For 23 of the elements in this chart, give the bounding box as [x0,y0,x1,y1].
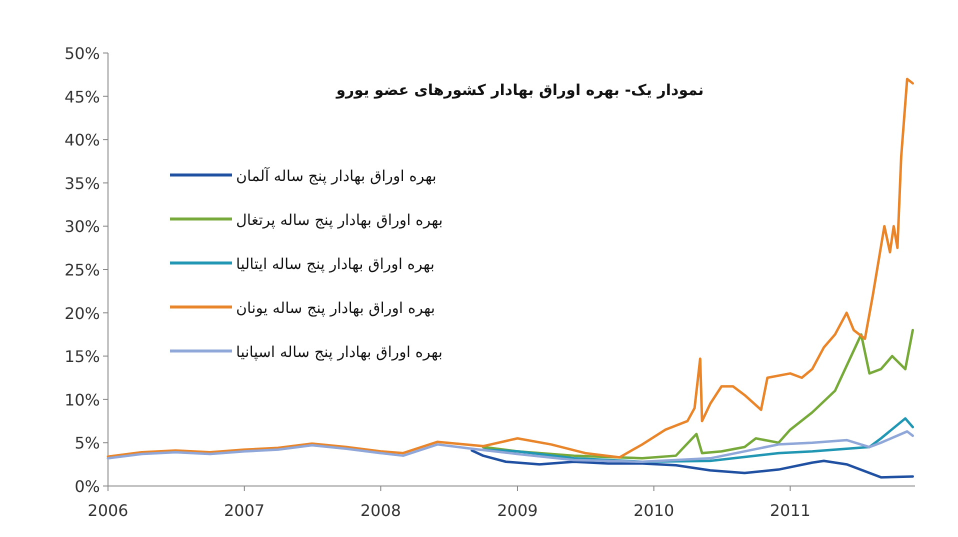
y-tick-label: 35% [64,174,100,193]
legend-label: بهره اوراق بهادار پنج ساله ایتالیا [236,255,435,273]
y-tick-label: 15% [64,347,100,366]
y-tick-label: 30% [64,217,100,236]
y-tick-label: 45% [64,87,100,106]
y-tick-label: 10% [64,390,100,410]
y-tick-label: 40% [64,130,100,150]
x-tick-label: 2009 [497,501,538,520]
legend-label: بهره اوراق بهادار پنج ساله یونان [236,299,436,317]
x-tick-label: 2010 [633,501,674,520]
legend-label: بهره اوراق بهادار پنج ساله اسپانیا [236,343,443,361]
y-tick-label: 25% [64,260,100,280]
legend-label: بهره اوراق بهادار پنج ساله پرتغال [236,211,443,229]
x-tick-label: 2008 [360,501,402,520]
x-tick-label: 2011 [770,501,811,520]
y-tick-label: 20% [64,304,100,323]
text: نمودار یک- بهره اوراق بهادار کشورهای عضو یورو [335,81,704,99]
x-tick-label: 2006 [88,501,128,520]
x-tick-label: 2007 [224,501,265,520]
legend-label: بهره اوراق بهادار پنج ساله آلمان [236,166,436,185]
y-tick-label: 50% [64,44,100,63]
y-tick-label: 5% [74,434,100,453]
y-tick-label: 0% [74,477,100,496]
